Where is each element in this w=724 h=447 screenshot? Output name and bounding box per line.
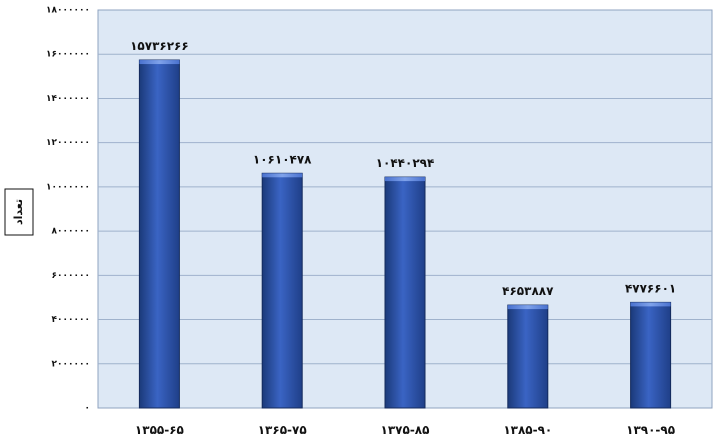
y-axis-ticks: ۰ ۲۰۰۰۰۰۰ ۴۰۰۰۰۰۰ ۶۰۰۰۰۰۰ ۸۰۰۰۰۰۰ ۱۰۰۰۰۰۰۰ ۱۲۰… — [46, 6, 90, 414]
bar-top — [630, 302, 671, 307]
bars — [138, 59, 672, 409]
bar — [507, 304, 549, 409]
data-label: ۴۷۷۶۶۰۱ — [625, 281, 676, 295]
y-tick-label: ۱۴۰۰۰۰۰۰ — [46, 94, 90, 104]
x-tick-label: ۱۳۹۰-۹۵ — [626, 423, 675, 437]
bar — [630, 301, 672, 409]
y-axis-label-text: تعداد — [12, 199, 25, 225]
y-tick-label: ۸۰۰۰۰۰۰ — [52, 227, 90, 237]
x-tick-label: ۱۳۷۵-۸۵ — [381, 423, 430, 437]
data-label: ۱۰۶۱۰۴۷۸ — [253, 152, 312, 166]
bar-top — [385, 177, 425, 182]
y-tick-label: ۴۰۰۰۰۰۰ — [52, 315, 90, 325]
y-tick-label: ۱۰۰۰۰۰۰۰ — [46, 182, 90, 192]
x-tick-label: ۱۳۶۵-۷۵ — [258, 423, 307, 437]
y-tick-label: ۲۰۰۰۰۰۰ — [52, 359, 90, 369]
bar — [138, 59, 180, 409]
bar — [384, 176, 426, 409]
data-label: ۱۰۴۴۰۲۹۴ — [376, 156, 435, 170]
y-tick-label: ۱۶۰۰۰۰۰۰ — [46, 50, 90, 60]
data-label: ۴۶۵۳۸۸۷ — [502, 284, 554, 298]
bar — [261, 172, 303, 409]
x-tick-label: ۱۳۵۵-۶۵ — [135, 423, 184, 437]
bar-top — [139, 60, 180, 65]
y-tick-label: ۰ — [85, 404, 91, 414]
data-label: ۱۵۷۳۶۲۶۶ — [130, 39, 189, 53]
y-tick-label: ۶۰۰۰۰۰۰ — [52, 271, 90, 281]
x-tick-label: ۱۳۸۵-۹۰ — [503, 423, 552, 437]
y-tick-label: ۱۲۰۰۰۰۰۰ — [46, 138, 90, 148]
bar-top — [262, 173, 303, 178]
y-tick-label: ۱۸۰۰۰۰۰۰ — [46, 6, 90, 16]
x-axis-ticks: ۱۳۵۵-۶۵ ۱۳۶۵-۷۵ ۱۳۷۵-۸۵ ۱۳۸۵-۹۰ ۱۳۹۰-۹۵ — [135, 423, 675, 437]
data-labels: ۱۵۷۳۶۲۶۶ ۱۰۶۱۰۴۷۸ ۱۰۴۴۰۲۹۴ ۴۶۵۳۸۸۷ ۴۷۷۶۶۰۱ — [130, 39, 676, 298]
bar-top — [507, 305, 548, 310]
y-axis-label: تعداد — [4, 188, 34, 236]
